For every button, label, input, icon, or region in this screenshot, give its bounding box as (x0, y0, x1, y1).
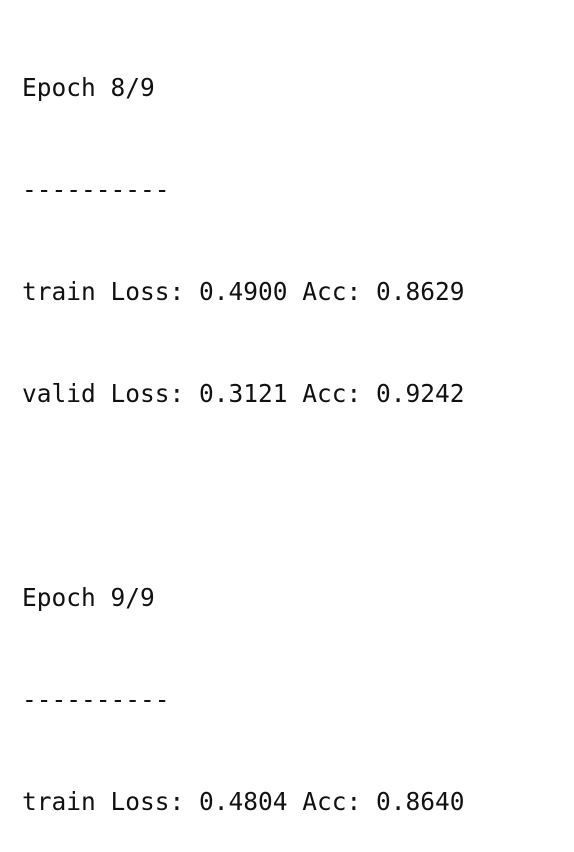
epoch-9-divider: ---------- (22, 685, 170, 714)
epoch-9-header: Epoch 9/9 (22, 583, 155, 612)
console-output: Epoch 8/9 ---------- train Loss: 0.4900 … (22, 3, 465, 852)
epoch-8-header: Epoch 8/9 (22, 73, 155, 102)
epoch-9-train-line: train Loss: 0.4804 Acc: 0.8640 (22, 787, 465, 816)
epoch-8-train-line: train Loss: 0.4900 Acc: 0.8629 (22, 277, 465, 306)
epoch-8-divider: ---------- (22, 175, 170, 204)
epoch-8-valid-line: valid Loss: 0.3121 Acc: 0.9242 (22, 379, 465, 408)
blank-line (22, 479, 465, 513)
